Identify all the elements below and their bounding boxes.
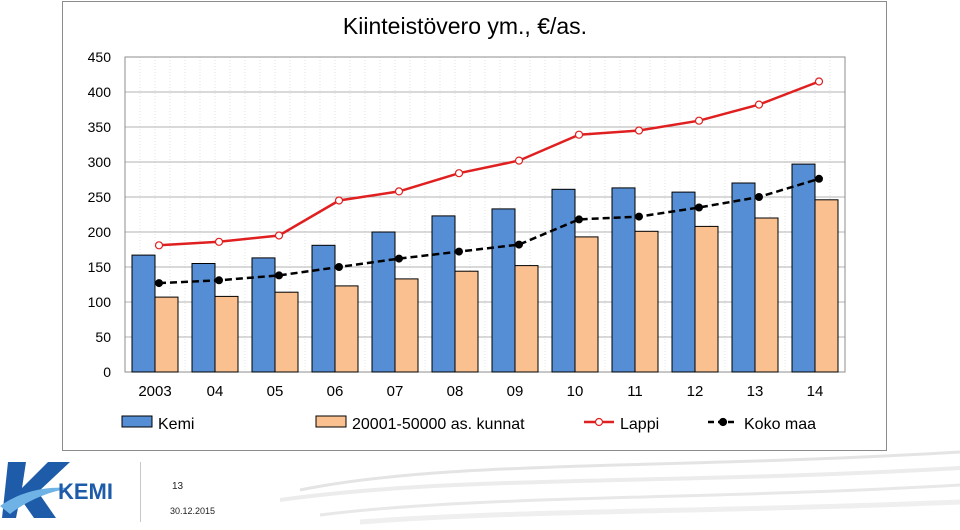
point: [755, 193, 763, 201]
point: [454, 169, 464, 178]
bar: [611, 187, 636, 373]
x-tick-label: 05: [267, 383, 284, 400]
bar: [634, 230, 659, 373]
kemi-logo: KEMI: [0, 448, 140, 525]
y-tick-label: 300: [88, 154, 112, 170]
point: [634, 126, 644, 135]
chart-title: Kiinteistövero ym., €/as.: [343, 13, 587, 39]
y-tick-label: 50: [95, 329, 111, 345]
point: [154, 241, 164, 250]
x-tick-label: 2003: [138, 383, 171, 400]
x-tick-label: 07: [387, 383, 404, 400]
y-tick-label: 350: [88, 119, 112, 135]
y-tick-label: 450: [88, 49, 112, 65]
point: [814, 77, 824, 86]
bar: [731, 182, 756, 373]
page-number: 13: [172, 481, 184, 492]
y-tick-label: 100: [88, 294, 112, 310]
point: [574, 130, 584, 139]
series-line: [158, 177, 820, 285]
bar: [551, 188, 576, 373]
legend-label: Lappi: [620, 416, 659, 433]
x-tick-label: 14: [807, 383, 824, 400]
legend-marker: [718, 417, 728, 427]
point: [514, 156, 524, 165]
y-tick-label: 250: [88, 189, 112, 205]
legend-marker: [594, 417, 604, 427]
footer-date: 30.12.2015: [170, 506, 216, 516]
y-tick-label: 400: [88, 84, 112, 100]
point: [754, 100, 764, 109]
bar: [814, 199, 839, 373]
point: [334, 196, 344, 205]
x-tick-label: 09: [507, 383, 524, 400]
point: [695, 203, 703, 212]
kemi-logo-text: KEMI: [58, 479, 113, 504]
bar: [454, 270, 479, 373]
bar: [694, 225, 719, 373]
legend-label: 20001-50000 as. kunnat: [352, 416, 525, 433]
x-tick-label: 06: [327, 383, 344, 400]
plot-border: [124, 56, 846, 373]
footer-swoosh-decoration: [279, 450, 960, 525]
bar: [311, 244, 336, 373]
legend-swatch: [315, 415, 347, 428]
x-tick-label: 08: [447, 383, 464, 400]
bar: [154, 296, 179, 373]
bar: [214, 295, 239, 373]
point: [215, 276, 223, 285]
bar: [274, 291, 299, 373]
legend-label: Kemi: [158, 416, 194, 433]
y-tick-label: 150: [88, 259, 112, 275]
y-tick-label: 200: [88, 224, 112, 240]
bar: [754, 217, 779, 373]
point: [214, 237, 224, 246]
legend-swatch: [121, 415, 153, 428]
point: [155, 279, 163, 288]
bar: [791, 163, 816, 373]
point: [274, 231, 284, 240]
plot-area: 0 50 100 150 200 250 300 350 400 450 2003 04 05 06 07 0…: [88, 49, 846, 400]
bar: [431, 215, 456, 373]
point: [635, 212, 643, 221]
x-tick-label: 11: [627, 383, 643, 400]
point: [275, 271, 283, 280]
point: [694, 116, 704, 125]
bar: [574, 236, 599, 373]
footer-divider: [140, 462, 141, 522]
point: [394, 187, 404, 196]
x-tick-label: 04: [207, 383, 224, 400]
point: [455, 247, 463, 256]
bar: [514, 265, 539, 373]
bar: [394, 278, 419, 373]
x-tick-label: 10: [567, 383, 584, 400]
x-tick-label: 12: [687, 383, 704, 400]
kemi-logo-icon: KEMI: [0, 462, 113, 518]
point: [515, 240, 523, 249]
point: [395, 254, 403, 263]
y-tick-label: 0: [103, 364, 111, 380]
x-tick-label: 13: [747, 383, 764, 400]
point: [575, 215, 583, 224]
chart: Kiinteistövero ym., €/as. 05010015020025…: [88, 13, 846, 433]
plot-background: [125, 57, 845, 372]
legend: Kemi 20001-50000 as. kunnat Lappi Koko maa: [121, 415, 816, 433]
legend-label: Koko maa: [744, 416, 816, 433]
bar: [131, 254, 156, 373]
bar: [491, 208, 516, 373]
bar: [671, 191, 696, 373]
point: [815, 174, 823, 183]
bar: [334, 285, 359, 373]
bar: [371, 231, 396, 373]
point: [335, 263, 343, 271]
series-line: [158, 80, 820, 247]
